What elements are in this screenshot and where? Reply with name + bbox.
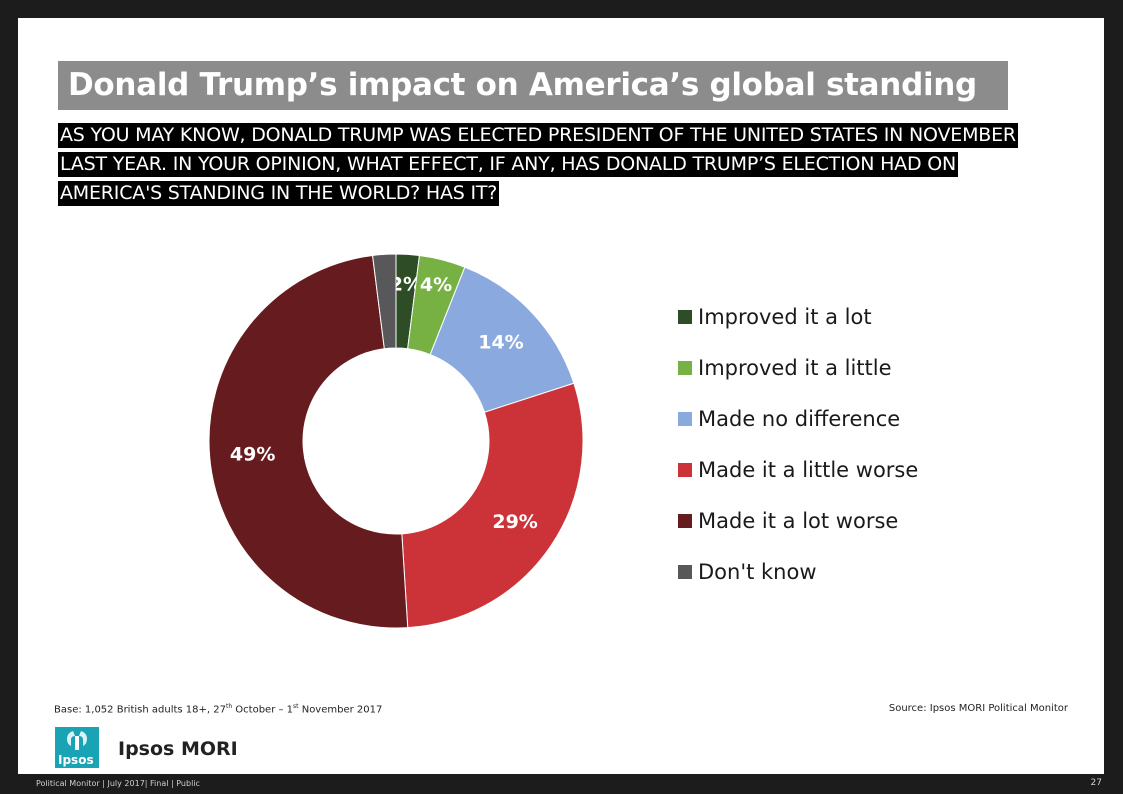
legend-swatch [678, 514, 692, 528]
legend-swatch [678, 412, 692, 426]
legend-item-don-t-know: Don't know [678, 555, 918, 606]
slide: Donald Trump’s impact on America’s globa… [18, 18, 1104, 774]
legend-item-made-it-a-lot-worse: Made it a lot worse [678, 504, 918, 555]
base-note-suffix: November 2017 [298, 704, 383, 716]
base-note: Base: 1,052 British adults 18+, 27th Oct… [54, 703, 382, 715]
footer-info: Political Monitor | July 2017| Final | P… [36, 779, 200, 788]
ipsos-logo-mark-icon [67, 731, 87, 750]
chart-legend: Improved it a lot Improved it a little Mad… [678, 300, 918, 606]
legend-swatch [678, 463, 692, 477]
data-label-made-no-difference: 14% [478, 331, 523, 353]
company-name: Ipsos MORI [118, 738, 238, 760]
legend-label: Made no difference [698, 407, 901, 431]
data-label-improved-it-a-lot: 2% [390, 273, 422, 295]
legend-label: Made it a little worse [698, 458, 919, 482]
donut-slice-made-it-a-lot-worse [208, 254, 409, 629]
data-label-made-it-a-little-worse: 29% [492, 511, 537, 533]
legend-swatch [678, 565, 692, 579]
data-label-improved-it-a-little: 4% [420, 274, 452, 296]
survey-question: AS YOU MAY KNOW, DONALD TRUMP WAS ELECTE… [58, 121, 1058, 208]
ipsos-logo: Ipsos [55, 727, 99, 768]
legend-label: Made it a lot worse [698, 509, 899, 533]
base-note-prefix: Base: 1,052 British adults 18+, 27 [54, 704, 226, 716]
base-note-sup-st: st [293, 703, 299, 710]
legend-item-improved-it-a-lot: Improved it a lot [678, 300, 918, 351]
donut-slice-don-t-know [372, 253, 397, 350]
legend-item-made-no-difference: Made no difference [678, 402, 918, 453]
slide-title: Donald Trump’s impact on America’s globa… [68, 67, 977, 103]
legend-swatch [678, 361, 692, 375]
donut-chart: 2%4% 14% 29% 49% [208, 253, 584, 629]
donut-slice-made-it-a-little-worse [401, 382, 584, 629]
title-bar: Donald Trump’s impact on America’s globa… [58, 61, 1008, 110]
legend-item-improved-it-a-little: Improved it a little [678, 351, 918, 402]
base-note-sup-th: th [225, 703, 233, 710]
legend-label: Improved it a lot [698, 305, 872, 329]
base-note-middle: October – 1 [232, 704, 294, 716]
data-label-made-it-a-lot-worse: 49% [230, 444, 275, 466]
legend-swatch [678, 310, 692, 324]
legend-item-made-it-a-little-worse: Made it a little worse [678, 453, 918, 504]
page-number: 27 [1090, 778, 1102, 788]
source-note: Source: Ipsos MORI Political Monitor [888, 703, 1068, 714]
legend-label: Don't know [698, 560, 817, 584]
legend-label: Improved it a little [698, 356, 892, 380]
logo-text: Ipsos [58, 753, 94, 767]
